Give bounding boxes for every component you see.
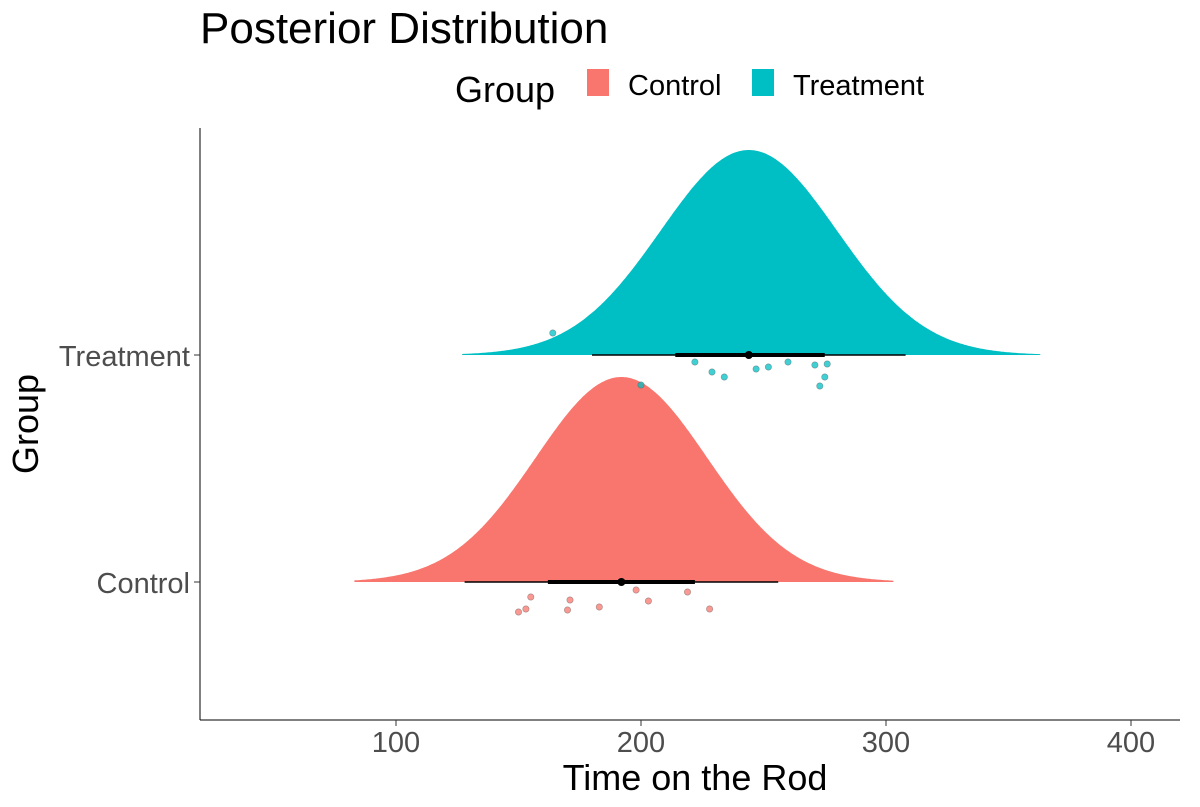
point-estimate <box>617 578 626 586</box>
x-tick-label: 100 <box>372 727 420 759</box>
observation-point <box>811 361 819 369</box>
x-axis-ticks: 100 200 300 400 <box>372 720 1155 759</box>
observation-point <box>691 358 699 366</box>
legend-label-control: Control <box>628 70 722 102</box>
legend-title: Group <box>455 69 555 110</box>
observation-point <box>527 593 535 601</box>
observation-point <box>514 608 522 616</box>
x-tick-label: 200 <box>617 727 665 759</box>
legend-key-control <box>587 69 609 96</box>
x-tick-label: 400 <box>1107 727 1155 759</box>
observation-point <box>816 382 824 390</box>
legend-key-treatment <box>752 69 774 96</box>
observation-point <box>522 605 530 613</box>
observation-point <box>632 586 640 594</box>
observation-point <box>708 368 716 376</box>
observation-point <box>563 606 571 614</box>
y-axis-ticks: Control Treatment <box>59 341 200 600</box>
observation-point <box>764 363 772 371</box>
x-axis-title: Time on the Rod <box>563 757 828 798</box>
observation-point <box>549 329 557 337</box>
observation-point <box>637 381 645 389</box>
y-axis-title: Group <box>5 374 46 474</box>
observation-point <box>566 596 574 604</box>
observation-point <box>821 373 829 381</box>
y-tick-label: Treatment <box>59 341 190 373</box>
y-tick-label: Control <box>97 568 191 600</box>
observation-point <box>644 597 652 605</box>
observation-point <box>595 603 603 611</box>
legend-label-treatment: Treatment <box>793 70 924 102</box>
point-estimate <box>744 351 753 359</box>
observation-point <box>720 373 728 381</box>
observation-point <box>683 588 691 596</box>
density-control <box>354 377 894 582</box>
chart-title: Posterior Distribution <box>200 4 608 53</box>
observation-point <box>706 605 714 613</box>
observation-point <box>784 358 792 366</box>
observation-point <box>752 365 760 373</box>
x-tick-label: 300 <box>862 727 910 759</box>
legend: Group Control Treatment <box>455 69 924 110</box>
plot-area <box>354 150 1041 616</box>
density-treatment <box>462 150 1041 355</box>
observation-point <box>823 360 831 368</box>
